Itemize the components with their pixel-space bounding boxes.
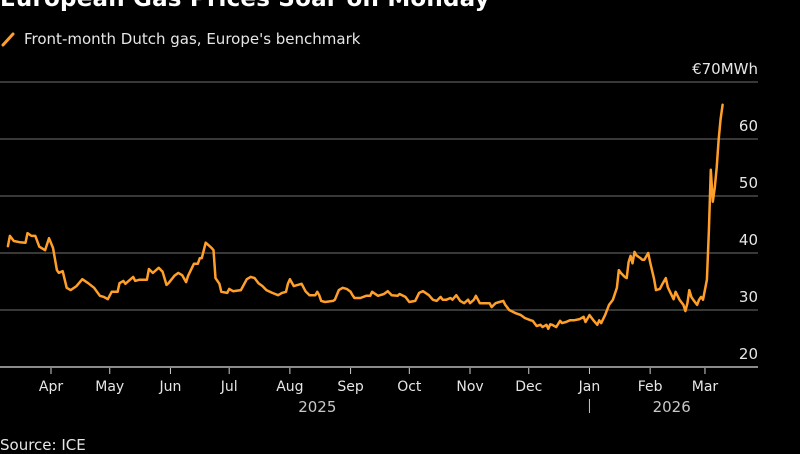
x-tick-label: Sep	[337, 379, 364, 395]
x-tick-label: Jul	[220, 379, 238, 395]
x-tick-label: Aug	[276, 379, 303, 395]
y-tick-label: €70MWh	[692, 60, 758, 78]
x-axis-ticks: Apr May Jun Jul Aug Sep Oct Nov Dec Jan Feb Mar	[39, 368, 719, 395]
x-tick-label: Jun	[159, 379, 182, 395]
y-tick-label: 20	[739, 345, 758, 363]
x-tick-label: Dec	[515, 379, 542, 395]
x-tick-label: Mar	[692, 379, 719, 395]
y-tick-label: 40	[739, 231, 758, 249]
y-tick-label: 30	[739, 288, 758, 306]
legend: Front-month Dutch gas, Europe's benchmar…	[0, 29, 360, 49]
source-note: Source: ICE	[0, 436, 86, 454]
y-tick-label: 50	[739, 174, 758, 192]
legend-label: Front-month Dutch gas, Europe's benchmar…	[24, 30, 361, 48]
x-tick-label: May	[95, 379, 124, 395]
y-tick-label: 60	[739, 117, 758, 135]
gridlines	[0, 81, 758, 311]
x-tick-label: Oct	[397, 379, 422, 395]
x-tick-label: Nov	[456, 379, 483, 395]
x-tick-label: Apr	[39, 379, 63, 395]
y-axis-labels: 20 30 40 50 60 €70MWh	[692, 60, 758, 363]
chart-title: European Gas Prices Soar on Monday	[0, 0, 490, 12]
year-label: 2026	[653, 398, 691, 416]
year-labels: 2025 2026	[298, 398, 691, 416]
series-line	[6, 103, 724, 331]
x-tick-label: Feb	[638, 379, 663, 395]
year-label: 2025	[298, 398, 336, 416]
x-tick-label: Jan	[578, 379, 601, 395]
slash-line-icon	[0, 31, 16, 47]
